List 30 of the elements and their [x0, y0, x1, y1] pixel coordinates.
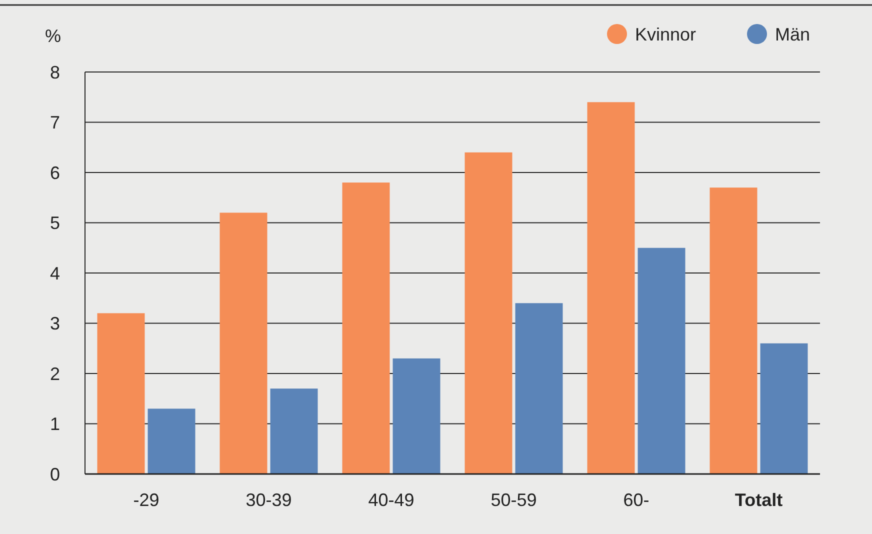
x-tick-label: -29: [133, 490, 160, 510]
bar: [270, 388, 318, 474]
bar: [638, 248, 686, 474]
y-tick-label: 8: [50, 62, 60, 82]
y-tick-label: 1: [50, 414, 60, 434]
bar: [97, 313, 145, 474]
bar: [760, 343, 808, 474]
y-tick-label: 6: [50, 162, 60, 183]
y-tick-label: 4: [50, 263, 60, 284]
y-tick-label: 7: [50, 112, 60, 133]
bar: [148, 408, 196, 474]
bar: [515, 303, 563, 474]
bar: [587, 102, 635, 474]
x-tick-label: 60-: [623, 490, 650, 510]
bar: [342, 182, 390, 474]
x-tick-label: 30-39: [246, 490, 292, 510]
x-tick-label: 40-49: [368, 490, 414, 510]
y-tick-label: 2: [50, 364, 60, 384]
bar: [710, 188, 758, 474]
x-tick-label: Totalt: [734, 490, 783, 510]
legend-label: Män: [775, 24, 810, 44]
y-axis-title: %: [44, 26, 62, 46]
bar: [464, 152, 512, 474]
y-tick-label: 3: [50, 314, 60, 334]
y-tick-label: 0: [50, 464, 60, 484]
y-tick-label: 5: [50, 213, 60, 234]
bar: [392, 358, 440, 474]
bar: [220, 212, 268, 474]
x-tick-label: 50-59: [490, 490, 537, 510]
legend-label: Kvinnor: [635, 24, 696, 44]
